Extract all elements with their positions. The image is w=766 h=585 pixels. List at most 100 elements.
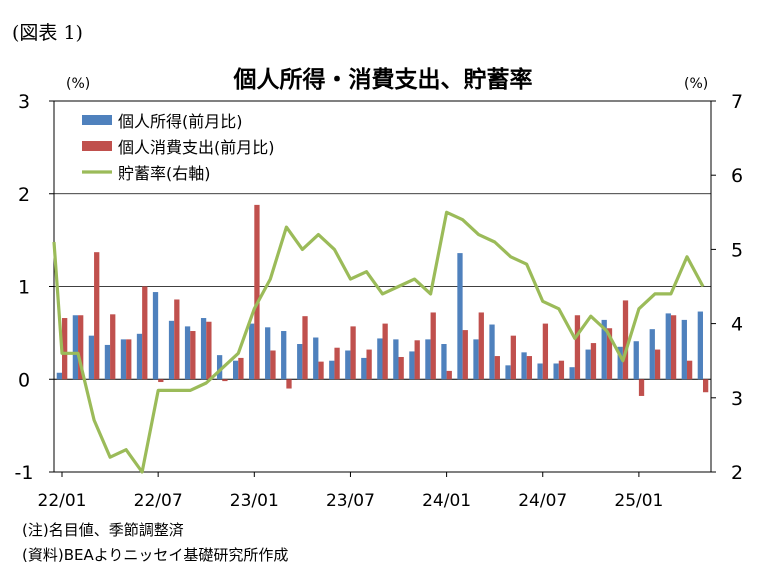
spending-bar [126,339,132,380]
income-bar [265,327,271,380]
spending-bar [654,349,661,380]
spending-bar [78,315,84,380]
spending-bar [174,299,180,380]
spending-bar [494,356,500,380]
spending-bar [430,312,436,380]
spending-bar [254,204,260,380]
spending-bar [222,379,228,382]
income-bar [425,339,431,380]
income-bar [313,337,319,380]
spending-bar [686,360,693,380]
spending-bar [94,252,100,380]
income-bar [585,349,591,380]
income-bar [297,344,303,380]
x-axis-tick-label: 23/07 [326,491,375,511]
income-bar [281,331,287,380]
spending-bar [590,343,597,380]
spending-bar [334,347,340,380]
income-bar [473,339,479,380]
legend-label: 個人所得(前月比) [118,112,243,131]
income-bar [505,365,511,380]
income-bar [184,326,191,380]
spending-bar [382,323,388,380]
x-axis-tick-label: 25/01 [614,491,663,511]
left-axis-tick-label: 3 [18,91,30,113]
spending-bar [366,349,372,380]
spending-bar [702,379,709,393]
spending-bar [462,330,468,380]
spending-bar [62,318,68,380]
income-bar [361,357,367,380]
income-bar [200,318,207,380]
spending-bar [526,356,533,380]
legend-label: 個人消費支出(前月比) [118,138,275,157]
income-bar [649,329,655,380]
income-bar [56,372,63,380]
spending-bar [158,379,164,383]
source-text: (資料)BEAよりニッセイ基礎研究所作成 [22,546,289,564]
income-bar [249,323,255,380]
income-bar [104,344,111,380]
spending-bar [206,321,212,380]
x-axis-tick-label: 24/01 [422,491,471,511]
spending-bar [478,312,484,380]
income-bar [88,335,95,380]
right-axis-tick-label: 2 [731,462,743,484]
left-axis-tick-label: -1 [15,462,34,484]
income-bar [553,363,559,380]
x-axis-tick-label: 22/07 [134,491,183,511]
spending-bar [446,370,452,380]
x-axis-tick-label: 23/01 [230,491,279,511]
legend-swatch [82,141,112,151]
right-axis-tick-label: 7 [731,91,743,113]
spending-bar [286,379,292,389]
chart-title: 個人所得・消費支出、貯蓄率 [233,67,533,93]
x-axis-tick-label: 22/01 [38,491,87,511]
income-bar [409,351,415,380]
income-bar [617,346,623,380]
right-axis-tick-label: 5 [731,239,743,261]
income-bar [393,339,399,380]
income-bar [329,360,335,380]
income-bar [345,350,351,380]
spending-bar [190,331,196,380]
spending-bar [558,360,565,380]
income-bar [489,324,495,380]
spending-bar [414,340,420,380]
spending-bar [110,314,116,380]
spending-bar [542,323,549,380]
left-axis-tick-label: 0 [18,369,30,391]
spending-bar [638,379,645,396]
income-bar [569,367,575,380]
income-bar [521,352,527,380]
income-bar [72,315,79,380]
income-bar [697,311,703,380]
income-bar [152,292,159,380]
income-bar [633,341,639,380]
income-bar [120,339,127,380]
income-bar [681,319,687,380]
spending-bar [238,357,244,380]
left-axis-unit: (%) [66,76,91,92]
right-axis-tick-label: 6 [731,165,743,187]
spending-bar [622,300,629,380]
legend-label: 貯蓄率(右軸) [118,164,211,183]
spending-bar [318,361,324,380]
left-axis-tick-label: 1 [18,277,30,299]
right-axis-tick-label: 4 [731,314,743,336]
income-bar [216,355,223,380]
spending-bar [574,315,581,380]
saving-rate-line [52,210,705,474]
figure-label: (図表 1) [12,22,83,44]
spending-bar [350,326,356,380]
spending-bar [606,328,613,380]
spending-bar [398,356,404,380]
spending-bar [670,315,677,380]
income-bar [665,313,671,380]
right-axis-tick-label: 3 [731,388,743,410]
spending-bar [142,286,148,380]
spending-bar [510,335,516,380]
note-text: (注)名目値、季節調整済 [22,521,184,539]
x-axis-tick-label: 24/07 [518,491,567,511]
